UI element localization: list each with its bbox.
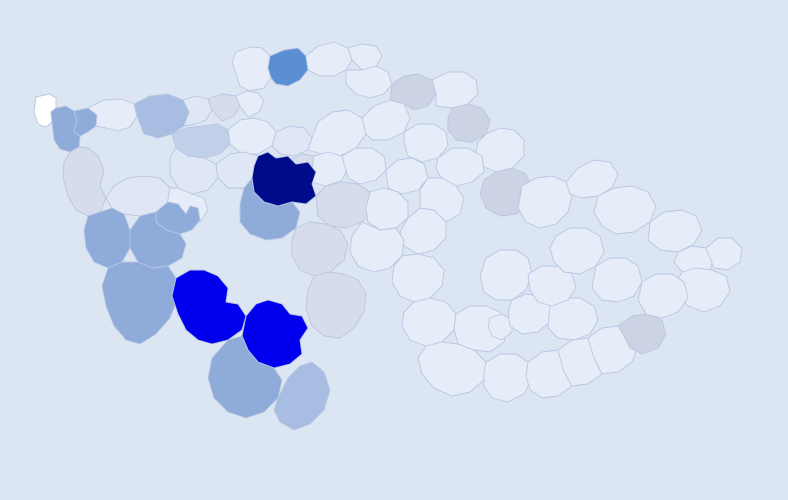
region-benesov[interactable] [315, 181, 373, 229]
region-vsetin[interactable] [617, 313, 667, 355]
region-litomerice[interactable] [227, 117, 277, 155]
copyright-icon: © [535, 455, 563, 496]
region-novy-jicin[interactable] [637, 273, 689, 319]
region-tachov[interactable] [62, 146, 107, 217]
region-cesky-krumlov[interactable] [273, 361, 331, 431]
region-ceske-budejovice[interactable] [207, 335, 283, 419]
region-bruntal[interactable] [593, 185, 657, 235]
region-pardubice[interactable] [435, 147, 485, 187]
region-semily[interactable] [345, 65, 393, 99]
region-liberec[interactable] [305, 41, 353, 77]
region-opava[interactable] [647, 209, 703, 253]
region-brno-mesto[interactable] [487, 313, 513, 341]
region-jindrichuv-hradec[interactable] [305, 271, 367, 339]
region-ceska-lipa[interactable] [267, 47, 309, 87]
region-hradec-kralove[interactable] [403, 123, 449, 163]
region-jicin[interactable] [361, 99, 411, 141]
region-blansko[interactable] [479, 249, 533, 301]
region-melnik[interactable] [271, 125, 313, 157]
region-nachod[interactable] [431, 71, 479, 109]
region-znojmo[interactable] [417, 341, 487, 397]
region-strakonice[interactable] [171, 269, 247, 345]
region-jihlava[interactable] [391, 253, 445, 303]
region-jesenik[interactable] [565, 159, 619, 199]
region-karlovy-vary[interactable] [87, 98, 138, 132]
region-prerov[interactable] [591, 257, 643, 303]
map-regions-layer[interactable] [33, 41, 743, 431]
region-prostejov[interactable] [527, 265, 577, 307]
region-sumperk[interactable] [517, 175, 573, 229]
region-tabor[interactable] [291, 221, 349, 277]
region-domazlice[interactable] [83, 207, 131, 269]
region-kutna-hora[interactable] [365, 187, 409, 231]
region-most[interactable] [182, 95, 213, 127]
region-kromeriz[interactable] [547, 297, 599, 341]
region-breclav[interactable] [483, 353, 533, 403]
region-karvina[interactable] [705, 237, 743, 271]
region-trebic[interactable] [401, 297, 457, 347]
region-rychnov[interactable] [447, 103, 491, 143]
region-klatovy[interactable] [101, 261, 179, 345]
region-decin[interactable] [231, 46, 272, 92]
region-usti-nad-labem[interactable] [235, 90, 265, 118]
watermark-text: KdeJsme.cz [572, 455, 774, 496]
region-trutnov[interactable] [389, 73, 437, 111]
region-pelhrimov[interactable] [349, 221, 405, 273]
region-jablonec[interactable] [347, 43, 383, 71]
watermark: © KdeJsme.cz [535, 458, 774, 494]
region-nymburk[interactable] [341, 147, 387, 185]
region-rakovnik[interactable] [169, 147, 219, 195]
region-teplice[interactable] [207, 93, 241, 122]
region-pisek[interactable] [239, 177, 301, 241]
